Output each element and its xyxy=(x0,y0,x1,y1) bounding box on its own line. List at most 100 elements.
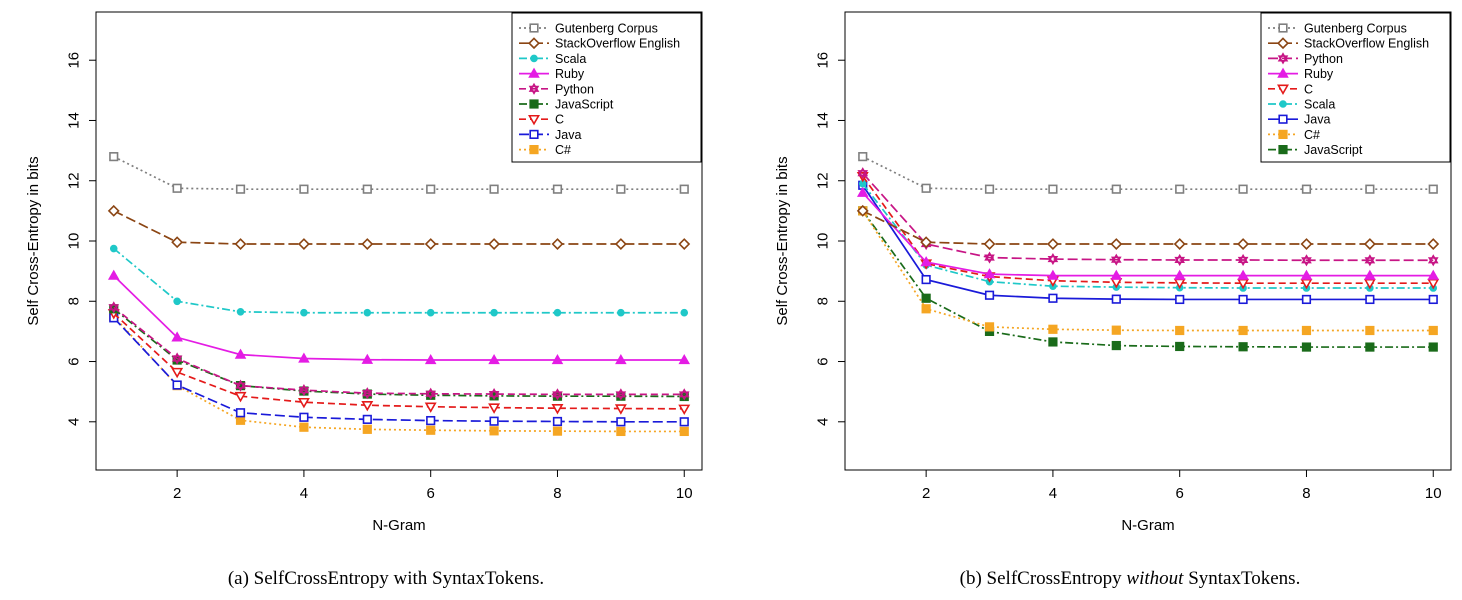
data-point xyxy=(1175,184,1185,194)
data-point xyxy=(1173,238,1186,250)
legend-label: C xyxy=(1304,82,1313,96)
data-point xyxy=(1237,269,1249,280)
series-javascript xyxy=(109,304,689,402)
marker-star-down xyxy=(984,254,995,264)
data-point xyxy=(1301,294,1312,305)
series-line xyxy=(862,183,1434,289)
marker-star-down xyxy=(298,387,310,397)
series-stackoverflow-english xyxy=(856,204,1440,250)
data-point xyxy=(678,388,690,401)
data-point xyxy=(552,388,563,401)
marker-star-up xyxy=(1047,252,1059,263)
data-point xyxy=(616,426,626,437)
data-point xyxy=(235,415,246,425)
marker-star-up xyxy=(235,379,246,389)
data-point xyxy=(298,352,310,363)
legend-marker xyxy=(1278,114,1288,124)
marker-star-up xyxy=(1427,254,1439,264)
figure: 2 4 6 8 10 4 6 8 10 12 14 16 N-Gram Self Cross-Entrop… xyxy=(25,11,1452,534)
data-point xyxy=(1365,294,1375,305)
caption-a: (a) SelfCrossEntropy with SyntaxTokens. xyxy=(36,568,736,590)
legend-box xyxy=(1260,12,1451,163)
marker-star-up xyxy=(425,387,436,397)
legend-marker xyxy=(1279,100,1287,108)
data-point xyxy=(234,348,247,359)
data-point xyxy=(300,308,308,317)
marker-star-down xyxy=(171,355,183,365)
legend-label: StackOverflow English xyxy=(1304,37,1429,51)
x-tick-label: 10 xyxy=(1425,485,1442,502)
data-point xyxy=(489,426,499,436)
data-point xyxy=(489,184,499,194)
data-point xyxy=(361,400,374,412)
series-line xyxy=(113,247,685,314)
data-point xyxy=(680,308,689,317)
data-point xyxy=(614,404,627,415)
marker-star-up xyxy=(984,251,995,261)
data-point xyxy=(362,387,373,400)
data-point xyxy=(615,388,627,401)
legend-label: StackOverflow English xyxy=(555,37,680,51)
data-point xyxy=(234,391,247,403)
caption-b-prefix: (b) SelfCrossEntropy xyxy=(959,568,1127,589)
data-point xyxy=(1300,269,1313,280)
legend-label: Scala xyxy=(555,52,586,66)
data-point xyxy=(1364,254,1376,267)
series-line xyxy=(113,315,685,433)
marker-star-up xyxy=(1277,52,1289,62)
data-point xyxy=(172,380,182,390)
series-line xyxy=(113,210,685,245)
data-point xyxy=(172,183,182,193)
series-javascript xyxy=(858,206,1438,352)
caption-b-suffix: SyntaxTokens. xyxy=(1183,568,1301,589)
caption-b: (b) SelfCrossEntropy without SyntaxToken… xyxy=(780,568,1462,590)
data-point xyxy=(921,293,931,303)
y-tick-label: 16 xyxy=(815,52,832,69)
data-point xyxy=(678,404,691,416)
data-point xyxy=(679,426,689,437)
data-point xyxy=(858,152,868,162)
legend-item: C xyxy=(519,113,564,127)
legend-item: Ruby xyxy=(519,67,585,81)
data-point xyxy=(615,354,627,365)
data-point xyxy=(426,415,436,426)
x-tick-label: 2 xyxy=(173,485,181,502)
data-point xyxy=(551,403,564,415)
y-axis-label: Self Cross-Entropy in bits xyxy=(25,156,42,325)
data-point xyxy=(856,186,869,197)
legend-item: Python xyxy=(1268,52,1343,66)
data-point xyxy=(171,236,184,249)
y-tick-label: 6 xyxy=(66,357,83,365)
data-point xyxy=(426,184,436,194)
data-point xyxy=(234,238,247,250)
data-point xyxy=(488,403,501,414)
y-tick-label: 12 xyxy=(66,172,83,189)
data-point xyxy=(1300,238,1313,250)
data-point xyxy=(171,352,183,365)
y-tick-label: 14 xyxy=(66,112,83,129)
series-gutenberg-corpus xyxy=(858,152,1438,194)
data-point xyxy=(489,416,499,426)
data-point xyxy=(298,384,310,397)
marker-star-down xyxy=(857,170,869,180)
data-point xyxy=(1428,325,1438,336)
data-point xyxy=(1173,269,1186,280)
legend-item: Java xyxy=(519,128,581,142)
data-point xyxy=(1428,342,1438,352)
legend-marker xyxy=(1277,52,1289,65)
legend-marker xyxy=(528,114,540,126)
x-tick-label: 2 xyxy=(922,485,930,502)
data-point xyxy=(1175,341,1185,352)
marker-star-down xyxy=(425,390,436,400)
data-point xyxy=(361,238,374,250)
x-tick-label: 6 xyxy=(1176,485,1184,502)
legend-marker xyxy=(529,23,539,33)
series-line xyxy=(113,317,685,423)
data-point xyxy=(1427,254,1439,267)
legend-item: Java xyxy=(1268,113,1330,127)
marker-star-up xyxy=(171,352,183,362)
series-java xyxy=(109,313,689,427)
marker-star-down xyxy=(488,391,500,401)
legend-item: C# xyxy=(519,143,571,157)
